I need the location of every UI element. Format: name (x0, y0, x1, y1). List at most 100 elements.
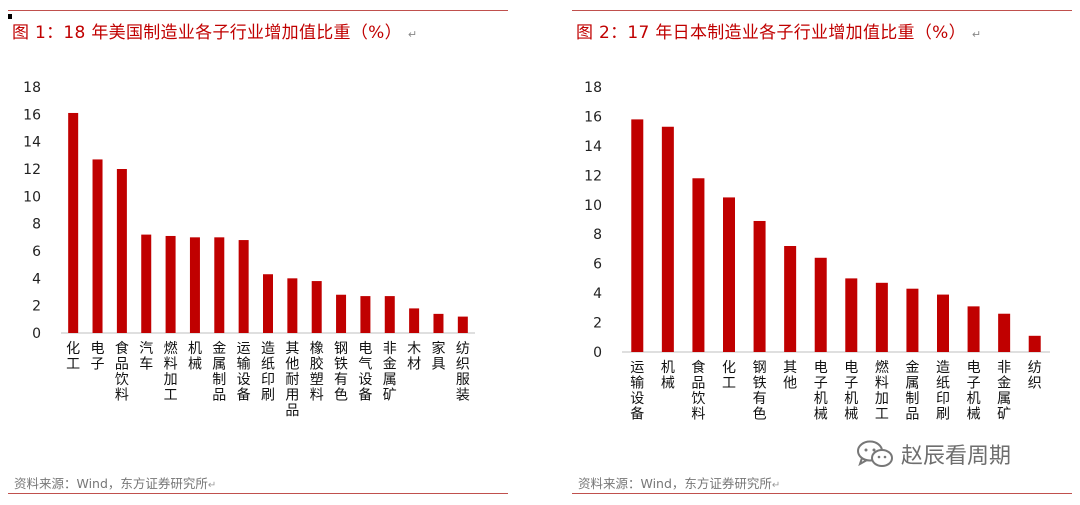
figure-1-bar-chart: 0 2 4 6 8 10 12 14 16 18 化工电子食品饮料汽车燃料加工机械金属制品运输设备造… (23, 80, 475, 419)
bar-4 (723, 197, 735, 352)
category-label: 钢铁有色 (753, 360, 767, 423)
category-label: 电子机械 (967, 360, 981, 423)
figure-1-source: 资料来源：Wind，东方证券研究所↵ (14, 473, 216, 492)
bar-14 (1028, 335, 1041, 352)
return-mark: ↵ (771, 480, 781, 491)
category-label: 家具 (431, 340, 445, 373)
bullet-mark (8, 14, 12, 19)
y-tick-label: 0 (32, 326, 41, 342)
y-tick-label: 8 (593, 227, 602, 243)
category-label: 机械 (188, 341, 202, 373)
figure-2-panel: 图 2：17 年日本制造业各子行业增加值比重（%） ↵ 0 2 4 6 8 10 12 14 16… (572, 0, 1072, 505)
y-tick-label: 10 (23, 189, 41, 205)
category-label: 木材 (407, 341, 421, 373)
figure-2-title: 图 2：17 年日本制造业各子行业增加值比重（%） ↵ (576, 18, 981, 43)
category-label: 食品饮料 (691, 359, 705, 423)
figure-2-source-text: 资料来源：Wind，东方证券研究所 (578, 476, 772, 491)
y-tick-label: 16 (584, 109, 602, 125)
bottom-rule (572, 493, 1072, 494)
category-label: 非金属矿 (997, 360, 1011, 423)
top-rule (8, 10, 508, 11)
y-tick-label: 6 (593, 257, 602, 273)
bar-3 (116, 169, 127, 333)
bar-10 (287, 278, 298, 333)
bar-10 (906, 288, 919, 352)
bar-1 (631, 119, 644, 352)
category-label: 化工 (66, 341, 80, 373)
category-label: 造纸印刷 (261, 341, 275, 404)
bar-2 (92, 159, 103, 333)
category-label: 其他 (783, 360, 797, 392)
bar-17 (457, 316, 468, 333)
bar-9 (875, 282, 888, 352)
return-mark: ↵ (971, 28, 982, 41)
bar-5 (753, 220, 766, 352)
bar-9 (263, 274, 273, 333)
figure-1-title: 图 1：18 年美国制造业各子行业增加值比重（%） ↵ (12, 18, 417, 43)
y-tick-label: 4 (593, 286, 602, 302)
top-rule (572, 10, 1072, 11)
return-mark: ↵ (407, 28, 418, 41)
bar-8 (845, 278, 858, 352)
bar-13 (998, 313, 1011, 352)
category-label: 汽车 (139, 341, 153, 373)
bar-8 (238, 240, 249, 333)
bar-13 (360, 296, 371, 333)
bar-11 (311, 281, 322, 333)
wechat-icon (857, 440, 893, 467)
figure-2-source: 资料来源：Wind，东方证券研究所↵ (578, 473, 780, 492)
category-label: 电子 (91, 341, 105, 373)
y-tick-label: 0 (593, 345, 602, 361)
y-tick-label: 12 (23, 162, 41, 178)
category-label: 造纸印刷 (936, 360, 950, 423)
category-label: 运输设备 (237, 341, 251, 404)
y-tick-label: 14 (23, 135, 41, 151)
bar-2 (661, 126, 674, 352)
category-label: 非金属矿 (383, 341, 397, 404)
category-label: 纺织 (1028, 360, 1042, 392)
bar-4 (141, 234, 152, 333)
category-label: 燃料加工 (164, 340, 178, 404)
category-label: 纺织服装 (456, 341, 470, 404)
category-label: 化工 (722, 360, 736, 392)
y-tick-label: 18 (23, 80, 41, 96)
y-tick-label: 8 (32, 217, 41, 233)
return-mark: ↵ (207, 480, 217, 491)
category-label: 其他耐用品 (285, 341, 299, 419)
category-label: 运输设备 (630, 360, 644, 423)
watermark: 赵辰看周期 (855, 438, 1011, 470)
bar-12 (336, 294, 347, 333)
y-tick-label: 16 (23, 107, 41, 123)
bar-6 (784, 246, 797, 352)
bar-15 (409, 308, 420, 333)
category-label: 电子机械 (844, 360, 858, 423)
bar-7 (214, 237, 225, 333)
figure-1-panel: 图 1：18 年美国制造业各子行业增加值比重（%） ↵ 0 2 4 6 8 10 12 14 16… (8, 0, 508, 505)
bar-14 (384, 296, 395, 333)
bar-3 (692, 178, 705, 352)
bar-12 (967, 306, 980, 352)
bar-6 (189, 237, 200, 333)
y-tick-label: 18 (584, 80, 602, 96)
figure-1-title-text: 图 1：18 年美国制造业各子行业增加值比重（%） (12, 23, 402, 43)
category-label: 金属制品 (905, 360, 919, 423)
bar-11 (937, 294, 949, 352)
category-label: 燃料加工 (875, 359, 889, 423)
bottom-rule (8, 493, 508, 494)
category-label: 机械 (661, 360, 675, 392)
watermark-text: 赵辰看周期 (901, 444, 1012, 469)
y-tick-label: 2 (32, 299, 41, 315)
y-tick-label: 10 (584, 198, 602, 214)
y-tick-label: 2 (593, 316, 602, 332)
y-tick-label: 4 (32, 271, 41, 287)
y-tick-label: 12 (584, 168, 602, 184)
figure-2-bar-chart: 0 2 4 6 8 10 12 14 16 18 运输设备 机械 食品饮料 化工 钢铁有色 其他 电子机械 电子机… (584, 80, 1050, 423)
figure-1-source-text: 资料来源：Wind，东方证券研究所 (14, 476, 208, 491)
category-label: 食品饮料 (115, 340, 129, 404)
category-label: 金属制品 (212, 341, 226, 404)
y-tick-label: 6 (32, 244, 41, 260)
bar-1 (68, 112, 79, 333)
category-label: 橡胶塑料 (310, 341, 324, 404)
y-tick-label: 14 (584, 139, 602, 155)
figure-2-title-text: 图 2：17 年日本制造业各子行业增加值比重（%） (576, 23, 966, 43)
